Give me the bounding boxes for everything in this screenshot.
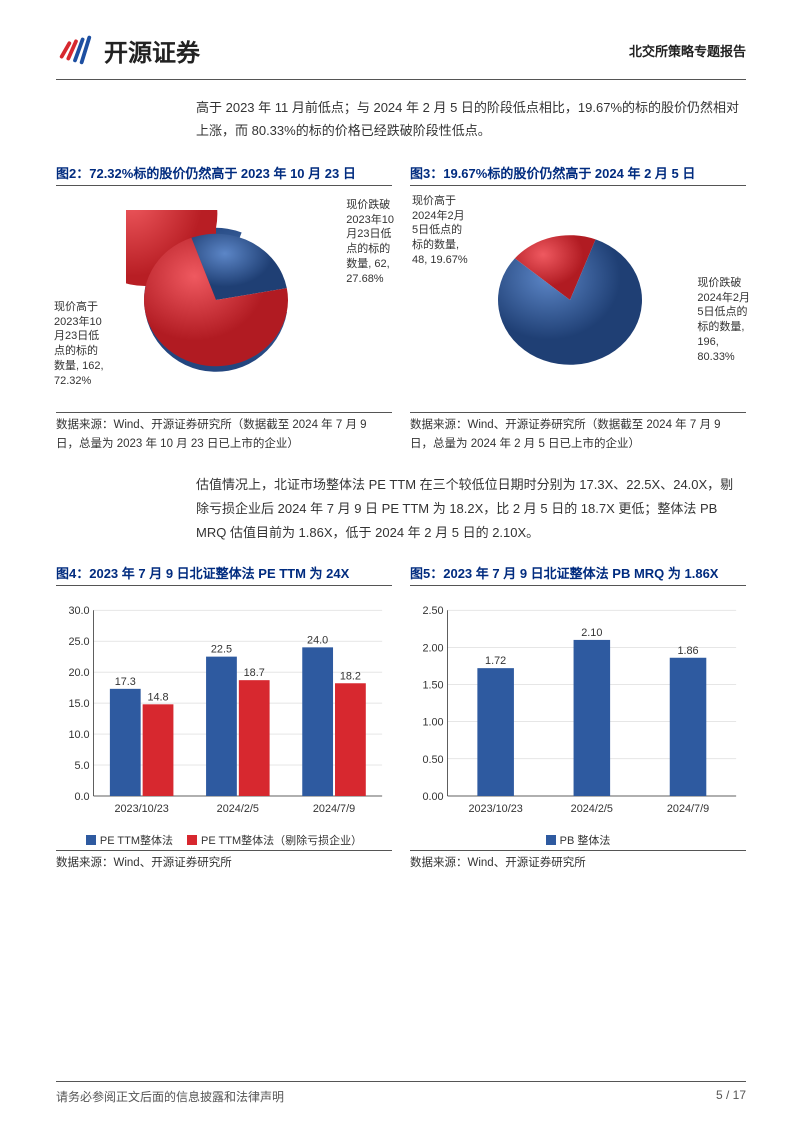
figure5-title: 图5：2023 年 7 月 9 日北证整体法 PB MRQ 为 1.86X xyxy=(410,563,746,586)
figure4-title: 图4：2023 年 7 月 9 日北证整体法 PE TTM 为 24X xyxy=(56,563,392,586)
page-header: 开源证券 北交所策略专题报告 xyxy=(56,30,746,80)
figure5-legend: PB 整体法 xyxy=(410,832,746,848)
legend-label: PB 整体法 xyxy=(560,832,611,848)
svg-text:2023/10/23: 2023/10/23 xyxy=(114,803,168,815)
legend-label: PE TTM整体法 xyxy=(100,832,173,848)
svg-text:15.0: 15.0 xyxy=(68,698,89,710)
figure5-chart: 0.00 0.50 1.00 1.50 2.00 2.50 2023/10/23 1.72 20… xyxy=(410,590,746,830)
figure4-source: 数据来源：Wind、开源证券研究所 xyxy=(56,850,392,874)
logo: 开源证券 xyxy=(56,30,200,71)
figure2-label-blue: 现价跌破 2023年10 月23日低 点的标的 数量, 62, 27.68% xyxy=(346,198,394,287)
svg-text:17.3: 17.3 xyxy=(115,676,136,688)
svg-text:5.0: 5.0 xyxy=(74,760,89,772)
intro-paragraph: 高于 2023 年 11 月前低点；与 2024 年 2 月 5 日的阶段低点相… xyxy=(196,96,746,143)
svg-text:10.0: 10.0 xyxy=(68,729,89,741)
figure4-chart: 0.0 5.0 10.0 15.0 20.0 25.0 30.0 2023/10/23 17.3… xyxy=(56,590,392,830)
svg-text:22.5: 22.5 xyxy=(211,644,232,656)
mid-paragraph: 估值情况上，北证市场整体法 PE TTM 在三个较低位日期时分别为 17.3X、… xyxy=(196,473,746,545)
svg-text:2024/2/5: 2024/2/5 xyxy=(217,803,259,815)
svg-text:25.0: 25.0 xyxy=(68,636,89,648)
bar-row: 图4：2023 年 7 月 9 日北证整体法 PE TTM 为 24X 0.0 5… xyxy=(56,557,746,874)
figure5-legend-item-1: PB 整体法 xyxy=(546,832,611,848)
pie-row: 图2：72.32%标的股价仍然高于 2023 年 10 月 23 日 xyxy=(56,157,746,455)
legend-swatch xyxy=(187,835,197,845)
figure3-label-red: 现价高于 2024年2月 5日低点的 标的数量, 48, 19.67% xyxy=(412,194,468,268)
figure2-chart: 现价跌破 2023年10 月23日低 点的标的 数量, 62, 27.68% 现… xyxy=(56,190,392,410)
svg-text:2023/10/23: 2023/10/23 xyxy=(468,803,522,815)
legend-swatch xyxy=(86,835,96,845)
page-footer: 请务必参阅正文后面的信息披露和法律声明 5 / 17 xyxy=(56,1081,746,1105)
svg-text:2.50: 2.50 xyxy=(422,605,443,617)
svg-text:2024/7/9: 2024/7/9 xyxy=(667,803,709,815)
figure3-source: 数据来源：Wind、开源证券研究所（数据截至 2024 年 7 月 9 日，总量… xyxy=(410,412,746,455)
company-name: 开源证券 xyxy=(104,33,200,68)
page-number: 5 / 17 xyxy=(716,1088,746,1105)
legend-swatch xyxy=(546,835,556,845)
figure4-legend-item-1: PE TTM整体法 xyxy=(86,832,173,848)
svg-text:20.0: 20.0 xyxy=(68,667,89,679)
svg-text:0.00: 0.00 xyxy=(422,791,443,803)
figure5-panel: 图5：2023 年 7 月 9 日北证整体法 PB MRQ 为 1.86X 0.… xyxy=(410,557,746,874)
svg-text:0.0: 0.0 xyxy=(74,791,89,803)
svg-text:1.00: 1.00 xyxy=(422,717,443,729)
figure2-label-red: 现价高于 2023年10 月23日低 点的标的 数量, 162, 72.32% xyxy=(54,300,104,389)
svg-text:0.50: 0.50 xyxy=(422,754,443,766)
svg-text:18.2: 18.2 xyxy=(340,670,361,682)
figure3-title: 图3：19.67%标的股价仍然高于 2024 年 2 月 5 日 xyxy=(410,163,746,186)
figure4-panel: 图4：2023 年 7 月 9 日北证整体法 PE TTM 为 24X 0.0 5… xyxy=(56,557,392,874)
logo-icon xyxy=(56,30,94,71)
svg-text:2024/2/5: 2024/2/5 xyxy=(571,803,613,815)
svg-text:1.86: 1.86 xyxy=(677,645,698,657)
svg-text:14.8: 14.8 xyxy=(147,691,168,703)
figure2-title: 图2：72.32%标的股价仍然高于 2023 年 10 月 23 日 xyxy=(56,163,392,186)
figure4-legend: PE TTM整体法 PE TTM整体法（剔除亏损企业） xyxy=(56,832,392,848)
report-series: 北交所策略专题报告 xyxy=(629,41,746,60)
svg-text:2.00: 2.00 xyxy=(422,642,443,654)
svg-text:2.10: 2.10 xyxy=(581,627,602,639)
svg-text:18.7: 18.7 xyxy=(244,667,265,679)
figure4-legend-item-2: PE TTM整体法（剔除亏损企业） xyxy=(187,832,362,848)
figure5-source: 数据来源：Wind、开源证券研究所 xyxy=(410,850,746,874)
figure2-panel: 图2：72.32%标的股价仍然高于 2023 年 10 月 23 日 xyxy=(56,157,392,455)
svg-text:1.72: 1.72 xyxy=(485,655,506,667)
svg-text:24.0: 24.0 xyxy=(307,634,328,646)
figure2-source: 数据来源：Wind、开源证券研究所（数据截至 2024 年 7 月 9 日，总量… xyxy=(56,412,392,455)
figure3-label-blue: 现价跌破 2024年2月 5日低点的 标的数量, 196, 80.33% xyxy=(697,276,750,365)
figure3-panel: 图3：19.67%标的股价仍然高于 2024 年 2 月 5 日 现价高于 20… xyxy=(410,157,746,455)
svg-text:30.0: 30.0 xyxy=(68,605,89,617)
svg-text:1.50: 1.50 xyxy=(422,679,443,691)
figure3-chart: 现价高于 2024年2月 5日低点的 标的数量, 48, 19.67% 现价跌破… xyxy=(410,190,746,410)
legend-label: PE TTM整体法（剔除亏损企业） xyxy=(201,832,362,848)
svg-text:2024/7/9: 2024/7/9 xyxy=(313,803,355,815)
footer-disclaimer: 请务必参阅正文后面的信息披露和法律声明 xyxy=(56,1088,284,1105)
